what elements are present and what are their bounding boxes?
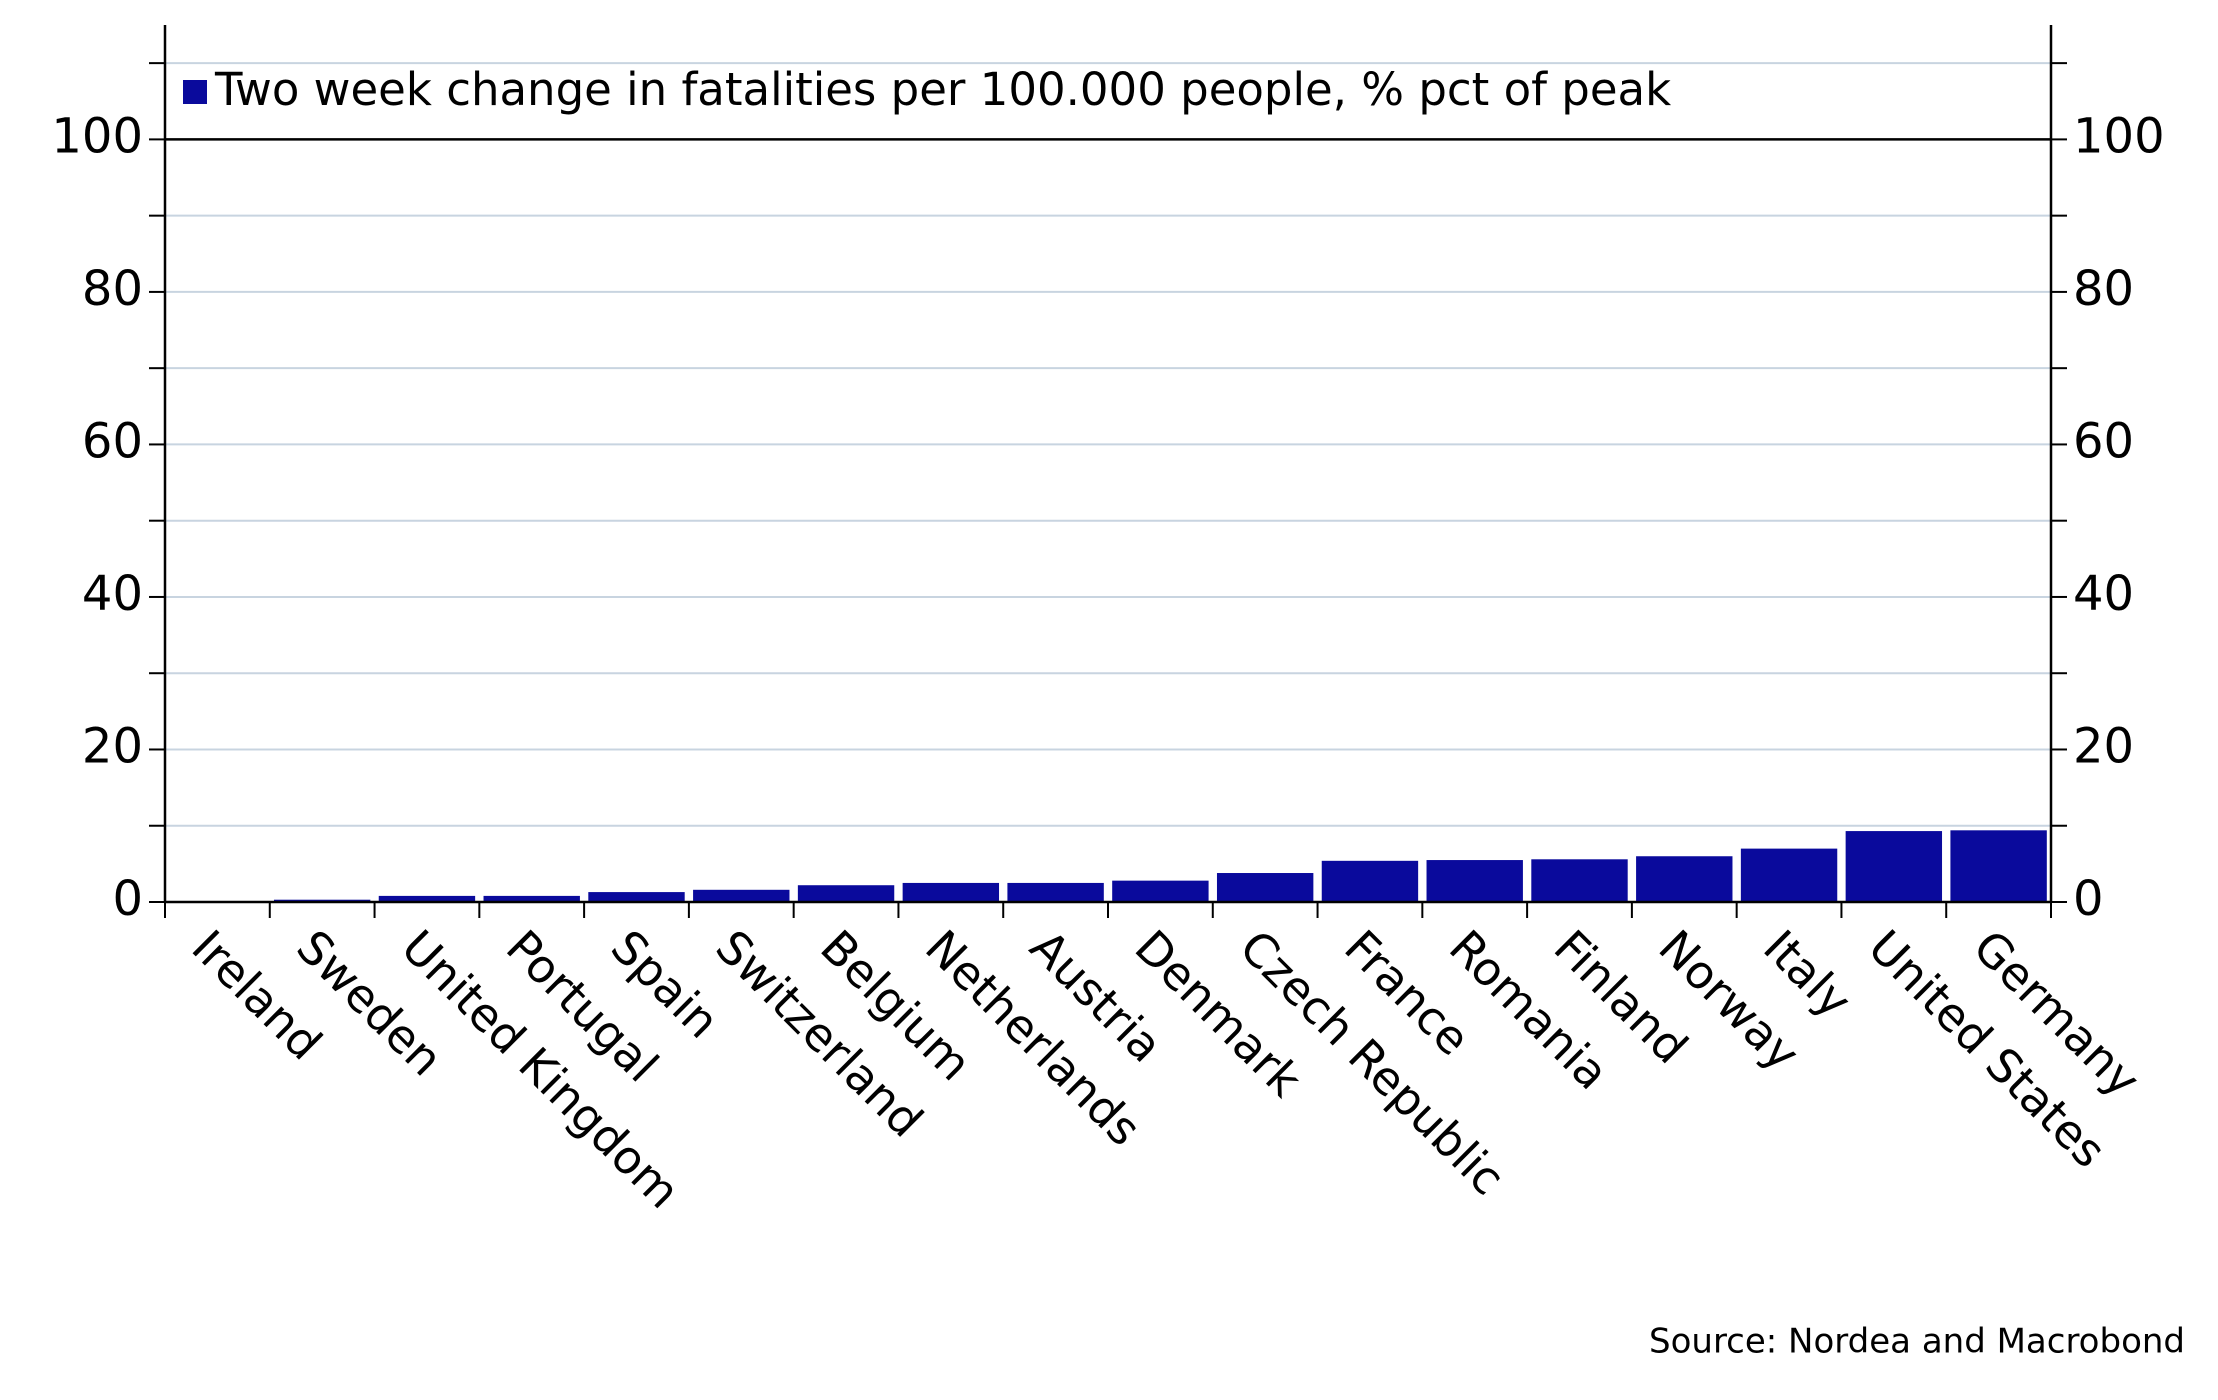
bar (693, 889, 790, 902)
bar (1636, 856, 1733, 902)
bar (1845, 831, 1943, 902)
y-tick-label: 80 (82, 261, 143, 317)
bar (1740, 848, 1838, 902)
y2-tick-label: 80 (2073, 261, 2134, 317)
y-tick-label: 100 (51, 108, 143, 164)
y-tick-label: 0 (112, 871, 143, 927)
bar (1950, 830, 2047, 902)
y2-tick-label: 100 (2073, 108, 2165, 164)
y-tick-label: 60 (82, 413, 143, 469)
bar (483, 895, 580, 902)
bar (797, 885, 895, 902)
bar (1426, 860, 1523, 902)
y-tick-label: 40 (82, 566, 143, 622)
y2-tick-label: 60 (2073, 413, 2134, 469)
y2-tick-label: 0 (2073, 871, 2104, 927)
bar (1216, 873, 1314, 902)
legend-label: Two week change in fatalities per 100.00… (214, 63, 1671, 116)
bar (1321, 860, 1419, 902)
source-note: Source: Nordea and Macrobond (1649, 1322, 2185, 1362)
bar (588, 892, 685, 902)
bar (378, 895, 476, 902)
y2-tick-label: 20 (2073, 718, 2134, 774)
y-tick-label: 20 (82, 718, 143, 774)
bar (902, 882, 1000, 902)
legend-swatch (183, 80, 207, 104)
bar (1007, 882, 1104, 902)
bar (1531, 859, 1628, 902)
y2-tick-label: 40 (2073, 566, 2134, 622)
bar (1112, 880, 1209, 902)
